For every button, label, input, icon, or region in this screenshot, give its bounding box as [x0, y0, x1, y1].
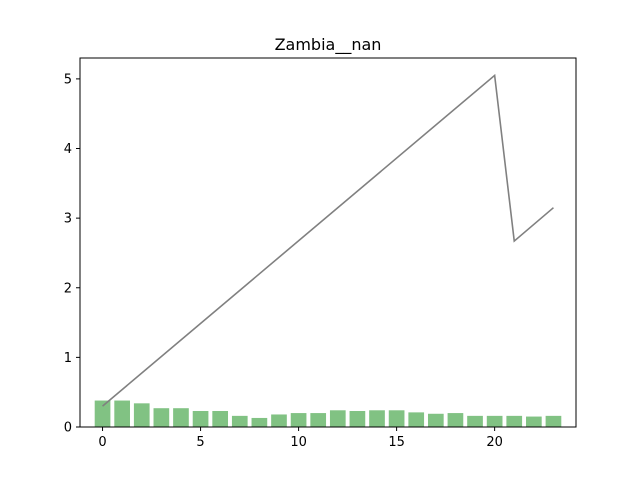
x-tick-label: 5 — [196, 435, 204, 450]
line-layer — [102, 73, 554, 407]
bar — [526, 416, 542, 427]
bar — [506, 415, 523, 427]
bar — [447, 413, 464, 427]
bar — [349, 410, 366, 427]
x-tick-label: 10 — [290, 435, 307, 450]
y-tick-label: 4 — [64, 142, 72, 157]
bar — [408, 412, 425, 427]
bar — [467, 415, 483, 427]
chart-title: Zambia__nan — [275, 35, 382, 55]
bar — [388, 410, 405, 427]
bar — [212, 410, 229, 427]
x-tick-label: 0 — [98, 435, 106, 450]
axes-frame — [79, 57, 577, 428]
bar — [133, 403, 150, 427]
bar — [231, 415, 248, 427]
y-tick-label: 1 — [64, 351, 72, 366]
bar — [329, 410, 346, 427]
bar — [290, 413, 307, 427]
bar — [369, 410, 385, 427]
x-tick-label: 20 — [486, 435, 503, 450]
axes-layer: 0 5 10 15 20 0 1 2 3 4 5 — [64, 57, 577, 450]
bar — [271, 414, 287, 427]
x-tick-label: 15 — [388, 435, 405, 450]
bar — [486, 415, 503, 427]
bar — [94, 400, 111, 427]
bar — [192, 410, 209, 427]
y-tick-label: 2 — [64, 281, 72, 296]
bar — [310, 413, 327, 427]
bars-layer — [94, 400, 562, 427]
bar — [427, 413, 444, 427]
bar — [153, 408, 170, 427]
bar — [251, 417, 268, 427]
y-tick-label: 3 — [64, 212, 72, 227]
bar — [173, 408, 189, 427]
y-tick-label: 0 — [64, 421, 72, 436]
bar — [114, 400, 130, 427]
y-tick-label: 5 — [64, 72, 72, 87]
bar — [545, 415, 562, 427]
series-line — [102, 73, 554, 407]
